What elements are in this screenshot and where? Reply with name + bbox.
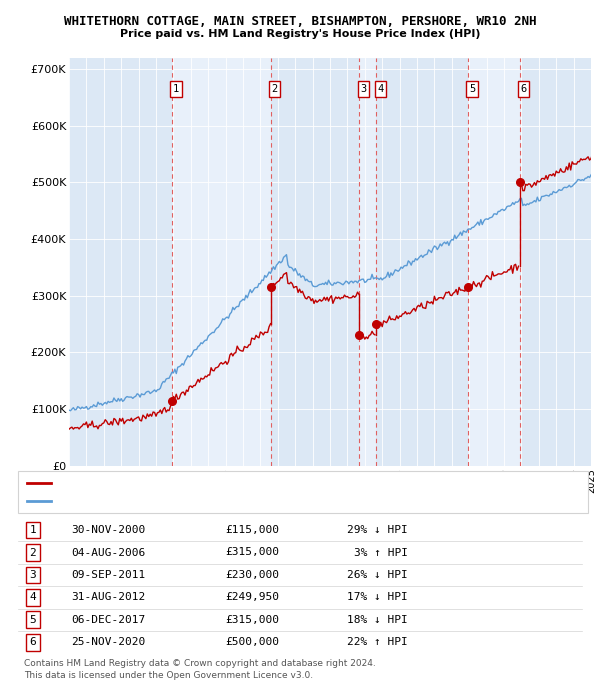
Text: 4: 4 [29,592,37,602]
Bar [468,58,520,466]
Bar [359,58,376,466]
Text: 2: 2 [29,547,37,558]
Text: 2: 2 [272,84,278,94]
Text: 3: 3 [29,570,37,580]
Text: 4: 4 [377,84,383,94]
Text: WHITETHORN COTTAGE, MAIN STREET, BISHAMPTON, PERSHORE, WR10 2NH: WHITETHORN COTTAGE, MAIN STREET, BISHAMP… [64,15,536,28]
Text: WHITETHORN COTTAGE, MAIN STREET, BISHAMPTON, PERSHORE, WR10 2NH (detached: WHITETHORN COTTAGE, MAIN STREET, BISHAMP… [55,479,450,488]
Text: 29% ↓ HPI: 29% ↓ HPI [347,525,408,535]
Text: £115,000: £115,000 [225,525,279,535]
Text: 26% ↓ HPI: 26% ↓ HPI [347,570,408,580]
Text: £315,000: £315,000 [225,547,279,558]
Text: £249,950: £249,950 [225,592,279,602]
Text: 3: 3 [360,84,367,94]
Text: 25-NOV-2020: 25-NOV-2020 [71,637,145,647]
Text: 6: 6 [521,84,527,94]
Text: 04-AUG-2006: 04-AUG-2006 [71,547,145,558]
Text: 5: 5 [469,84,475,94]
Text: 22% ↑ HPI: 22% ↑ HPI [347,637,408,647]
Text: 06-DEC-2017: 06-DEC-2017 [71,615,145,625]
Text: 17% ↓ HPI: 17% ↓ HPI [347,592,408,602]
Text: 5: 5 [29,615,37,625]
Text: Price paid vs. HM Land Registry's House Price Index (HPI): Price paid vs. HM Land Registry's House … [120,29,480,39]
Text: Contains HM Land Registry data © Crown copyright and database right 2024.
This d: Contains HM Land Registry data © Crown c… [24,659,376,680]
Text: 1: 1 [29,525,37,535]
Text: 09-SEP-2011: 09-SEP-2011 [71,570,145,580]
Text: 6: 6 [29,637,37,647]
Text: 3% ↑ HPI: 3% ↑ HPI [354,547,408,558]
Bar [172,58,271,466]
Text: 18% ↓ HPI: 18% ↓ HPI [347,615,408,625]
Text: £315,000: £315,000 [225,615,279,625]
Text: HPI: Average price, detached house, Wychavon: HPI: Average price, detached house, Wych… [55,496,269,506]
Text: 1: 1 [173,84,179,94]
Text: £230,000: £230,000 [225,570,279,580]
Text: 30-NOV-2000: 30-NOV-2000 [71,525,145,535]
Text: £500,000: £500,000 [225,637,279,647]
Text: 31-AUG-2012: 31-AUG-2012 [71,592,145,602]
